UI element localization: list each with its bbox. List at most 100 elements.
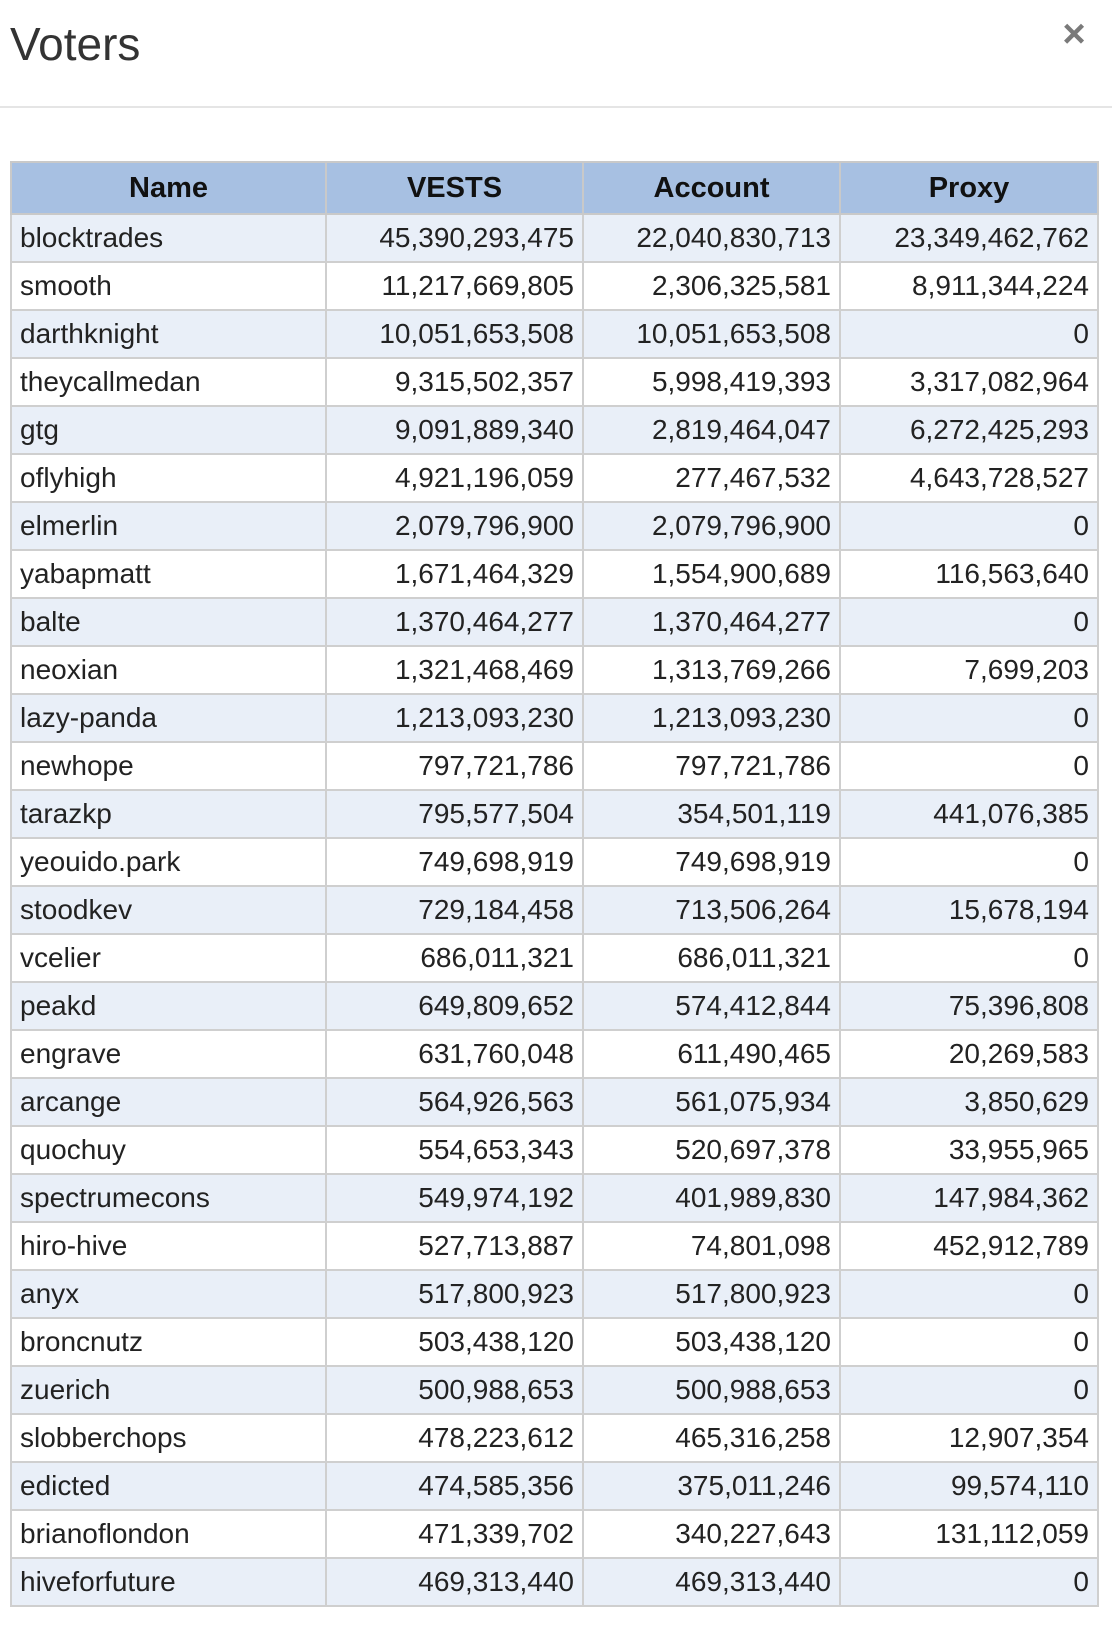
account-value: 503,438,120 bbox=[582, 1317, 841, 1367]
account-value: 611,490,465 bbox=[582, 1029, 841, 1079]
proxy-value: 15,678,194 bbox=[839, 885, 1099, 935]
table-row: neoxian 1,321,468,469 1,313,769,266 7,699,2… bbox=[10, 645, 1099, 695]
proxy-value: 99,574,110 bbox=[839, 1461, 1099, 1511]
proxy-value: 33,955,965 bbox=[839, 1125, 1099, 1175]
account-value: 749,698,919 bbox=[582, 837, 841, 887]
column-header-proxy[interactable]: Proxy bbox=[839, 161, 1099, 215]
account-value: 10,051,653,508 bbox=[582, 309, 841, 359]
proxy-value: 0 bbox=[839, 1557, 1099, 1607]
table-row: quochuy 554,653,343 520,697,378 33,955,965 bbox=[10, 1125, 1099, 1175]
voter-name: hiveforfuture bbox=[10, 1557, 327, 1607]
table-row: zuerich 500,988,653 500,988,653 0 bbox=[10, 1365, 1099, 1415]
account-value: 2,079,796,900 bbox=[582, 501, 841, 551]
column-header-name[interactable]: Name bbox=[10, 161, 327, 215]
voter-name: neoxian bbox=[10, 645, 327, 695]
table-row: edicted 474,585,356 375,011,246 99,574,110 bbox=[10, 1461, 1099, 1511]
vests-value: 795,577,504 bbox=[325, 789, 584, 839]
voter-name: yabapmatt bbox=[10, 549, 327, 599]
voter-name: newhope bbox=[10, 741, 327, 791]
voter-name: blocktrades bbox=[10, 213, 327, 263]
table-row: engrave 631,760,048 611,490,465 20,269,583 bbox=[10, 1029, 1099, 1079]
table-row: darthknight 10,051,653,508 10,051,653,508 0 bbox=[10, 309, 1099, 359]
account-value: 1,213,093,230 bbox=[582, 693, 841, 743]
voter-name: elmerlin bbox=[10, 501, 327, 551]
table-row: smooth 11,217,669,805 2,306,325,581 8,911,3… bbox=[10, 261, 1099, 311]
proxy-value: 20,269,583 bbox=[839, 1029, 1099, 1079]
voter-name: gtg bbox=[10, 405, 327, 455]
table-row: hiveforfuture 469,313,440 469,313,440 0 bbox=[10, 1557, 1099, 1607]
voter-name: theycallmedan bbox=[10, 357, 327, 407]
proxy-value: 0 bbox=[839, 837, 1099, 887]
proxy-value: 3,850,629 bbox=[839, 1077, 1099, 1127]
column-header-vests[interactable]: VESTS bbox=[325, 161, 584, 215]
voter-name: brianoflondon bbox=[10, 1509, 327, 1559]
proxy-value: 116,563,640 bbox=[839, 549, 1099, 599]
vests-value: 1,671,464,329 bbox=[325, 549, 584, 599]
vests-value: 549,974,192 bbox=[325, 1173, 584, 1223]
voters-table: Name VESTS Account Proxy blocktrades 45,3… bbox=[10, 161, 1099, 1607]
table-row: blocktrades 45,390,293,475 22,040,830,713 2… bbox=[10, 213, 1099, 263]
proxy-value: 0 bbox=[839, 309, 1099, 359]
table-row: elmerlin 2,079,796,900 2,079,796,900 0 bbox=[10, 501, 1099, 551]
account-value: 22,040,830,713 bbox=[582, 213, 841, 263]
proxy-value: 0 bbox=[839, 597, 1099, 647]
proxy-value: 12,907,354 bbox=[839, 1413, 1099, 1463]
account-value: 354,501,119 bbox=[582, 789, 841, 839]
voter-name: stoodkev bbox=[10, 885, 327, 935]
table-row: newhope 797,721,786 797,721,786 0 bbox=[10, 741, 1099, 791]
vests-value: 478,223,612 bbox=[325, 1413, 584, 1463]
vests-value: 11,217,669,805 bbox=[325, 261, 584, 311]
table-row: hiro-hive 527,713,887 74,801,098 452,912,78… bbox=[10, 1221, 1099, 1271]
vests-value: 749,698,919 bbox=[325, 837, 584, 887]
account-value: 74,801,098 bbox=[582, 1221, 841, 1271]
voters-table-container[interactable]: Name VESTS Account Proxy blocktrades 45,3… bbox=[10, 161, 1099, 1607]
vests-value: 797,721,786 bbox=[325, 741, 584, 791]
proxy-value: 0 bbox=[839, 1317, 1099, 1367]
proxy-value: 452,912,789 bbox=[839, 1221, 1099, 1271]
voter-name: peakd bbox=[10, 981, 327, 1031]
modal-title: Voters bbox=[10, 18, 141, 70]
proxy-value: 0 bbox=[839, 1269, 1099, 1319]
voter-name: yeouido.park bbox=[10, 837, 327, 887]
table-row: theycallmedan 9,315,502,357 5,998,419,393 3… bbox=[10, 357, 1099, 407]
table-row: yabapmatt 1,671,464,329 1,554,900,689 116,5… bbox=[10, 549, 1099, 599]
proxy-value: 131,112,059 bbox=[839, 1509, 1099, 1559]
account-value: 1,370,464,277 bbox=[582, 597, 841, 647]
table-row: balte 1,370,464,277 1,370,464,277 0 bbox=[10, 597, 1099, 647]
vests-value: 527,713,887 bbox=[325, 1221, 584, 1271]
close-icon[interactable]: × bbox=[1062, 12, 1086, 56]
account-value: 469,313,440 bbox=[582, 1557, 841, 1607]
table-row: vcelier 686,011,321 686,011,321 0 bbox=[10, 933, 1099, 983]
vests-value: 474,585,356 bbox=[325, 1461, 584, 1511]
account-value: 401,989,830 bbox=[582, 1173, 841, 1223]
vests-value: 1,213,093,230 bbox=[325, 693, 584, 743]
vests-value: 469,313,440 bbox=[325, 1557, 584, 1607]
voter-name: anyx bbox=[10, 1269, 327, 1319]
vests-value: 471,339,702 bbox=[325, 1509, 584, 1559]
voter-name: spectrumecons bbox=[10, 1173, 327, 1223]
voter-name: darthknight bbox=[10, 309, 327, 359]
vests-value: 2,079,796,900 bbox=[325, 501, 584, 551]
table-header-row: Name VESTS Account Proxy bbox=[10, 161, 1099, 215]
table-row: peakd 649,809,652 574,412,844 75,396,808 bbox=[10, 981, 1099, 1031]
table-row: broncnutz 503,438,120 503,438,120 0 bbox=[10, 1317, 1099, 1367]
table-row: spectrumecons 549,974,192 401,989,830 147,9… bbox=[10, 1173, 1099, 1223]
column-header-account[interactable]: Account bbox=[582, 161, 841, 215]
voter-name: vcelier bbox=[10, 933, 327, 983]
proxy-value: 0 bbox=[839, 741, 1099, 791]
vests-value: 10,051,653,508 bbox=[325, 309, 584, 359]
table-body: blocktrades 45,390,293,475 22,040,830,713 2… bbox=[10, 213, 1099, 1607]
voter-name: hiro-hive bbox=[10, 1221, 327, 1271]
proxy-value: 0 bbox=[839, 1365, 1099, 1415]
table-row: anyx 517,800,923 517,800,923 0 bbox=[10, 1269, 1099, 1319]
voter-name: balte bbox=[10, 597, 327, 647]
proxy-value: 23,349,462,762 bbox=[839, 213, 1099, 263]
vests-value: 564,926,563 bbox=[325, 1077, 584, 1127]
account-value: 561,075,934 bbox=[582, 1077, 841, 1127]
account-value: 1,554,900,689 bbox=[582, 549, 841, 599]
voter-name: tarazkp bbox=[10, 789, 327, 839]
voter-name: arcange bbox=[10, 1077, 327, 1127]
vests-value: 500,988,653 bbox=[325, 1365, 584, 1415]
proxy-value: 3,317,082,964 bbox=[839, 357, 1099, 407]
